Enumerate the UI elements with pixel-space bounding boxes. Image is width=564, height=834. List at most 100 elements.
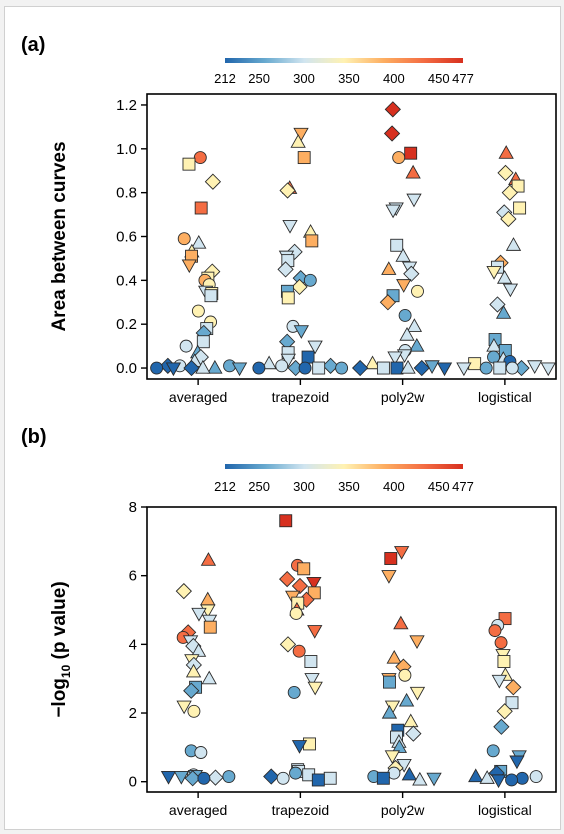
data-point (305, 234, 319, 248)
data-point (540, 362, 556, 377)
y-tick-label: 0.6 (116, 229, 137, 246)
data-point (497, 164, 514, 182)
data-point (497, 655, 511, 668)
data-point (494, 636, 508, 650)
data-point (282, 219, 298, 234)
data-point (376, 361, 390, 375)
data-point (307, 586, 321, 600)
data-point (403, 265, 420, 282)
data-point (201, 670, 217, 685)
data-point (381, 704, 398, 719)
data-point (263, 768, 280, 785)
data-point (495, 305, 512, 319)
data-point (409, 686, 426, 701)
data-point (200, 591, 216, 606)
data-point (426, 772, 442, 787)
data-point (409, 635, 425, 650)
data-point (187, 704, 201, 718)
colorbar-tick-label: 400 (383, 479, 405, 494)
data-point (505, 361, 519, 375)
data-point (222, 770, 236, 783)
data-point (505, 696, 519, 710)
data-point (291, 577, 309, 595)
data-point (287, 685, 301, 699)
data-point (261, 355, 277, 370)
data-point (277, 261, 294, 278)
data-point (391, 739, 408, 753)
colorbar-tick-label: 350 (338, 71, 360, 86)
data-point (231, 362, 248, 377)
figure-frame: (a) (b) 212 250 300 350 400 450 477 0.0 0.2 0.4 0.… (4, 6, 561, 830)
data-point (303, 737, 316, 751)
data-point (292, 644, 306, 658)
y-tick-label: 8 (129, 499, 137, 516)
data-point (406, 318, 423, 332)
data-point (293, 325, 309, 339)
data-point (411, 284, 424, 298)
data-point (384, 750, 401, 765)
data-point (400, 359, 416, 374)
data-point (179, 339, 193, 353)
data-point (312, 361, 326, 375)
y-tick-label: 1.0 (116, 141, 137, 158)
data-point (505, 773, 519, 787)
data-point (396, 279, 412, 293)
data-point (486, 744, 500, 758)
data-point (406, 193, 422, 208)
data-point (165, 362, 182, 377)
colorbar-tick-label: 450 (428, 479, 450, 494)
data-point (403, 713, 419, 728)
y-tick-label: 0.0 (116, 360, 137, 377)
data-point (293, 127, 309, 142)
colorbar-tick-label: 477 (452, 71, 474, 86)
data-point (276, 771, 290, 785)
data-point (505, 679, 522, 696)
data-point (392, 151, 406, 165)
data-point (301, 350, 315, 364)
x-tick-label: trapezoid (272, 802, 330, 818)
data-point (486, 266, 502, 280)
data-point (399, 327, 415, 341)
data-point (493, 361, 507, 375)
data-point (289, 606, 303, 620)
x-tick-label: averaged (169, 389, 227, 405)
data-point (335, 361, 349, 375)
data-point (207, 359, 223, 374)
panel-label-a: (a) (21, 34, 45, 56)
data-point (307, 340, 323, 355)
data-point (412, 771, 428, 786)
colorbar-a (225, 58, 463, 63)
data-point (385, 204, 401, 219)
data-point (290, 134, 306, 148)
data-point (182, 157, 196, 171)
data-point (281, 291, 295, 305)
data-point (409, 337, 425, 352)
data-point (173, 770, 189, 785)
data-point (390, 361, 404, 375)
colorbar-tick-label: 212 (214, 71, 236, 86)
data-point (298, 361, 312, 375)
y-tick-label: 0.8 (116, 185, 137, 202)
data-point (297, 151, 311, 165)
data-point (177, 232, 191, 246)
data-point (306, 576, 322, 591)
data-point (490, 774, 507, 789)
colorbar-tick-label: 250 (248, 71, 270, 86)
data-point (303, 273, 317, 287)
data-point (194, 201, 208, 215)
data-point (289, 766, 303, 780)
colorbar-tick-label: 477 (452, 479, 474, 494)
figure-canvas: (a) (b) 212 250 300 350 400 450 4770.00.20.40.… (21, 34, 557, 818)
y-tick-label: 4 (129, 636, 137, 653)
data-point (191, 304, 205, 318)
data-point (529, 770, 543, 783)
data-point (203, 620, 217, 634)
data-point (175, 582, 192, 600)
data-point (413, 359, 430, 377)
plot-box (146, 506, 557, 793)
data-point (196, 335, 210, 349)
data-point (489, 296, 506, 313)
x-tick-label: poly2w (381, 802, 425, 818)
data-point (191, 234, 207, 249)
x-tick-label: poly2w (381, 389, 425, 405)
